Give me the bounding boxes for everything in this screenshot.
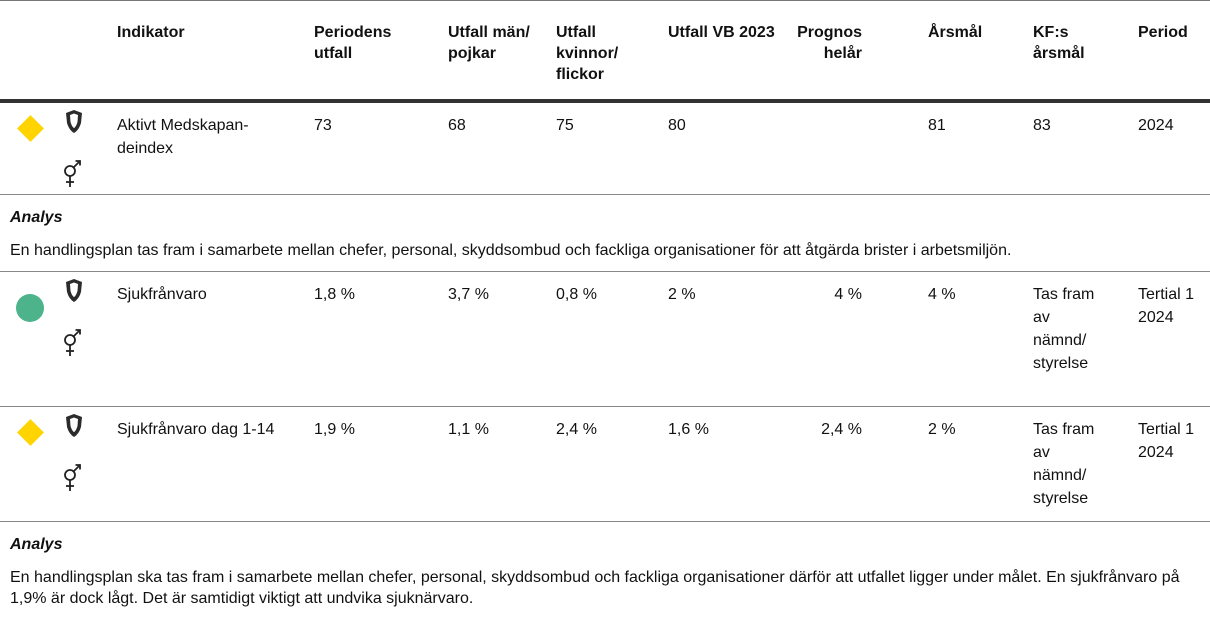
icons <box>0 272 110 406</box>
column-header: KF:s årsmål <box>1033 24 1085 62</box>
cell-value: 83 <box>1033 117 1051 134</box>
cell-value: 2,4 % <box>821 421 862 438</box>
icons <box>0 407 110 521</box>
cell-value: 1,1 % <box>448 421 489 438</box>
icons <box>0 103 110 194</box>
analysis-heading: Analys <box>10 536 63 553</box>
cell-value: 2 % <box>668 286 696 303</box>
column-header: Periodens utfall <box>314 24 392 62</box>
cell-value: Tertial 1 2024 <box>1138 421 1195 461</box>
cell-value: 81 <box>928 117 946 134</box>
indicator-row: Sjukfrånvaro dag 1-14 1,9 % 1,1 % 2,4 % 1,6 … <box>0 407 1210 522</box>
status-icons <box>17 110 82 187</box>
status-diamond <box>17 115 44 142</box>
cell-value: 73 <box>314 117 332 134</box>
cell-value: 1,6 % <box>668 421 709 438</box>
cell-value: 80 <box>668 117 686 134</box>
cell-value: 2 % <box>928 421 956 438</box>
analysis-row: Analys En handlingsplan ska tas fram i sa… <box>0 522 1210 619</box>
status-icons <box>17 414 82 491</box>
indicator-row: Sjukfrånvaro 1,8 % 3,7 % 0,8 % 2 % 4 % 4 % Tas … <box>0 272 1210 407</box>
cell-value: 4 % <box>834 286 862 303</box>
cell-value: 4 % <box>928 286 956 303</box>
gender-icon <box>64 160 81 187</box>
status-circle <box>16 294 44 322</box>
column-header: Prognos helår <box>797 24 862 62</box>
column-header: Årsmål <box>928 24 983 41</box>
cell-value: 0,8 % <box>556 286 597 303</box>
column-header: Period <box>1138 24 1188 41</box>
shield-inner <box>70 282 78 297</box>
column-header: Indikator <box>117 24 185 41</box>
indicator-row: Aktivt Medskapan-deindex 73 68 75 80 81 83 2024 <box>0 103 1210 195</box>
header-row: Indikator Periodens utfall Utfall män/pojk… <box>0 1 1210 103</box>
cell-value: 3,7 % <box>448 286 489 303</box>
cell-value: 68 <box>448 117 466 134</box>
cell-value: Tas fram av nämnd/styrelse <box>1033 421 1095 507</box>
cell-value: 2024 <box>1138 117 1174 134</box>
column-header: Utfall VB 2023 <box>668 24 775 41</box>
cell-value: 2,4 % <box>556 421 597 438</box>
column-header: Utfall män/pojkar <box>448 24 530 62</box>
status-icons <box>16 279 82 356</box>
indicator-name: Aktivt Medskapan-deindex <box>117 117 249 157</box>
analysis-text: En handlingsplan tas fram i samarbete me… <box>10 242 1012 259</box>
cell-value: 1,9 % <box>314 421 355 438</box>
cell-value: 75 <box>556 117 574 134</box>
column-header: Utfall kvinnor/flickor <box>556 24 619 83</box>
analysis-text: En handlingsplan ska tas fram i samarbet… <box>10 569 1180 607</box>
analysis-heading: Analys <box>10 209 63 226</box>
shield-inner <box>70 417 78 432</box>
indicator-name: Sjukfrånvaro <box>117 286 207 303</box>
gender-icon <box>64 464 81 491</box>
indicator-name: Sjukfrånvaro dag 1-14 <box>117 421 275 438</box>
status-diamond <box>17 419 44 446</box>
shield-inner <box>70 113 78 128</box>
gender-icon <box>64 329 81 356</box>
cell-value: Tertial 1 2024 <box>1138 286 1195 326</box>
cell-value: 1,8 % <box>314 286 355 303</box>
cell-value: Tas fram av nämnd/styrelse <box>1033 286 1095 372</box>
analysis-row: Analys En handlingsplan tas fram i samarb… <box>0 195 1210 272</box>
